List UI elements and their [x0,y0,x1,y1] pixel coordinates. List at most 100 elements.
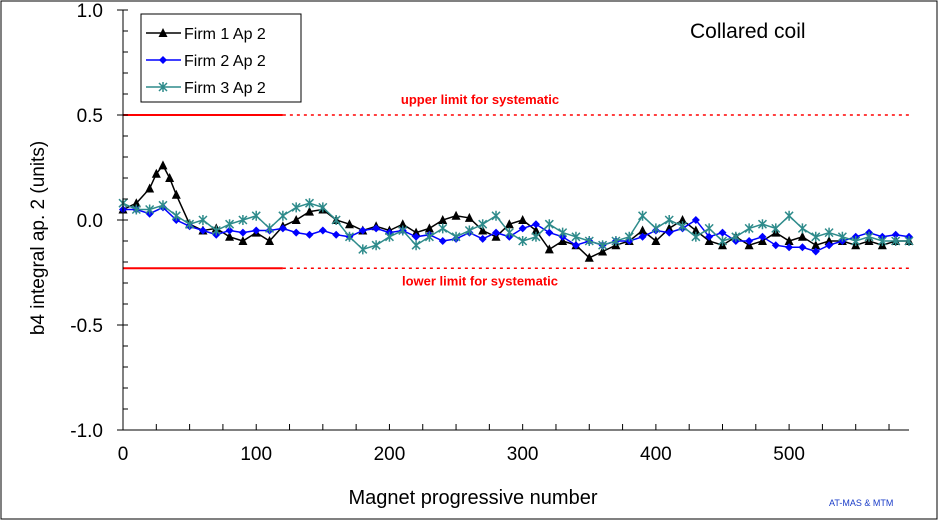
series-3 [118,198,914,255]
data-point [544,244,554,254]
data-point [265,223,275,234]
data-point [438,215,448,224]
data-point [891,236,901,246]
axes: 0 100 200 300 400 500 1.0 0.5 0.0 -0.5 -1.0 [70,1,909,465]
data-point [331,215,341,225]
data-point [877,236,887,246]
data-point [811,247,820,256]
data-point [131,204,141,215]
data-point [412,232,421,241]
data-point [198,226,207,235]
data-point [318,226,327,235]
legend: Firm 1 Ap 2 Firm 2 Ap 2 Firm 3 Ap 2 [140,13,302,103]
data-point [358,226,367,235]
data-point [598,246,608,256]
data-point [451,210,461,220]
data-point [691,231,701,242]
data-point [824,236,834,245]
data-point [305,206,315,216]
data-point [518,236,528,246]
data-point [464,225,474,236]
data-point [145,183,155,193]
data-point [718,228,727,237]
data-point [198,215,208,225]
data-point [678,215,688,224]
data-point [398,225,408,236]
x-tick-label: 0 [118,444,129,465]
x-tick-label: 400 [640,444,672,465]
data-point [225,219,235,230]
data-point [451,231,461,242]
data-point [371,240,381,251]
data-point [704,223,714,234]
data-point [158,200,168,211]
data-point [344,219,354,229]
data-point [491,210,501,221]
data-point [638,210,648,221]
data-point [504,219,514,229]
data-point [758,232,767,241]
data-point [638,232,647,241]
legend-marker [158,28,168,37]
data-point [518,224,527,233]
x-tick-label: 200 [374,444,406,465]
data-point [837,231,847,242]
data-point [292,228,301,237]
data-point [211,225,221,236]
data-point [384,231,394,242]
data-point [824,227,834,238]
data-point [891,230,900,239]
data-point [745,237,754,245]
data-point [291,215,301,224]
data-point [492,228,501,237]
data-point [664,215,674,225]
data-point [478,234,487,243]
y-tick-label: 0.0 [77,211,103,232]
data-point [558,227,568,238]
data-point [771,223,781,234]
data-point [651,236,661,245]
data-point [278,210,288,221]
data-point [478,225,488,235]
y-tick-label: 1.0 [77,1,103,22]
data-point [238,236,248,245]
lower-limit-label: lower limit for systematic [402,273,558,288]
data-point [584,252,594,262]
y-tick-label: -1.0 [70,421,103,442]
data-point [757,219,767,230]
data-point [438,237,447,245]
data-point [165,173,175,182]
data-point [638,225,648,235]
data-point [358,244,368,255]
data-point [318,202,328,213]
data-point [411,227,421,237]
data-point [151,168,161,178]
data-point [464,212,474,222]
legend-marker [159,56,167,64]
data-point [305,230,314,239]
data-point [665,228,674,237]
data-point [677,221,688,232]
data-point [438,223,448,234]
data-point [744,223,754,234]
data-point [518,215,528,224]
data-point [904,236,914,246]
data-point [145,204,155,215]
legend-entry: Firm 2 Ap 2 [146,53,266,70]
data-point [598,240,608,251]
data-point [424,223,434,233]
data-point [705,232,714,241]
data-point [332,230,341,239]
data-point [691,225,701,235]
data-point [731,231,741,242]
data-point [424,231,434,242]
data-point [864,231,874,242]
data-point [238,215,248,225]
data-point [825,241,834,250]
data-point [611,236,621,246]
data-point [717,236,728,246]
data-point [624,231,634,242]
data-point [798,243,807,252]
chart-title: Collared coil [690,20,806,43]
data-point [531,225,541,235]
